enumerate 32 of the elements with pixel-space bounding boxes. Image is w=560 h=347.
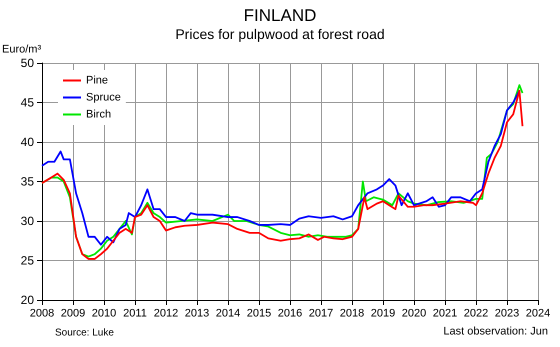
x-tick-label: 2010 (92, 308, 116, 320)
legend-label: Birch (86, 108, 112, 120)
y-tick-label: 35 (20, 174, 34, 188)
y-tick-label: 45 (20, 96, 34, 110)
y-tick-label: 25 (20, 254, 34, 268)
x-tick-label: 2019 (370, 308, 396, 320)
x-tick-label: 2024 (526, 308, 550, 320)
x-tick-label: 2022 (464, 308, 488, 320)
x-tick-label: 2009 (60, 308, 86, 320)
legend-label: Spruce (86, 92, 121, 104)
x-tick-label: 2013 (184, 308, 210, 320)
y-tick-label: 30 (20, 214, 34, 228)
x-tick-label: 2015 (246, 308, 272, 320)
x-tick-label: 2021 (432, 308, 458, 320)
x-tick-label: 2011 (123, 308, 147, 320)
x-tick-label: 2012 (154, 308, 178, 320)
chart-title: FINLAND (244, 6, 316, 25)
source-note: Source: Luke (55, 328, 114, 338)
legend-label: Pine (86, 74, 108, 86)
y-tick-label: 40 (20, 135, 34, 149)
x-tick-label: 2016 (278, 308, 302, 320)
x-tick-label: 2020 (402, 308, 426, 320)
chart-subtitle: Prices for pulpwood at forest road (175, 26, 385, 42)
x-tick-label: 2014 (216, 308, 240, 320)
y-axis-title: Euro/m³ (2, 44, 42, 56)
x-tick-label: 2023 (494, 308, 520, 320)
x-tick-label: 2018 (340, 308, 364, 320)
y-tick-label: 20 (20, 293, 34, 307)
text: Last observation: Jun (443, 326, 548, 338)
y-tick-label: 50 (20, 56, 34, 70)
x-tick-label: 2008 (30, 308, 54, 320)
x-tick-label: 2017 (308, 308, 334, 320)
